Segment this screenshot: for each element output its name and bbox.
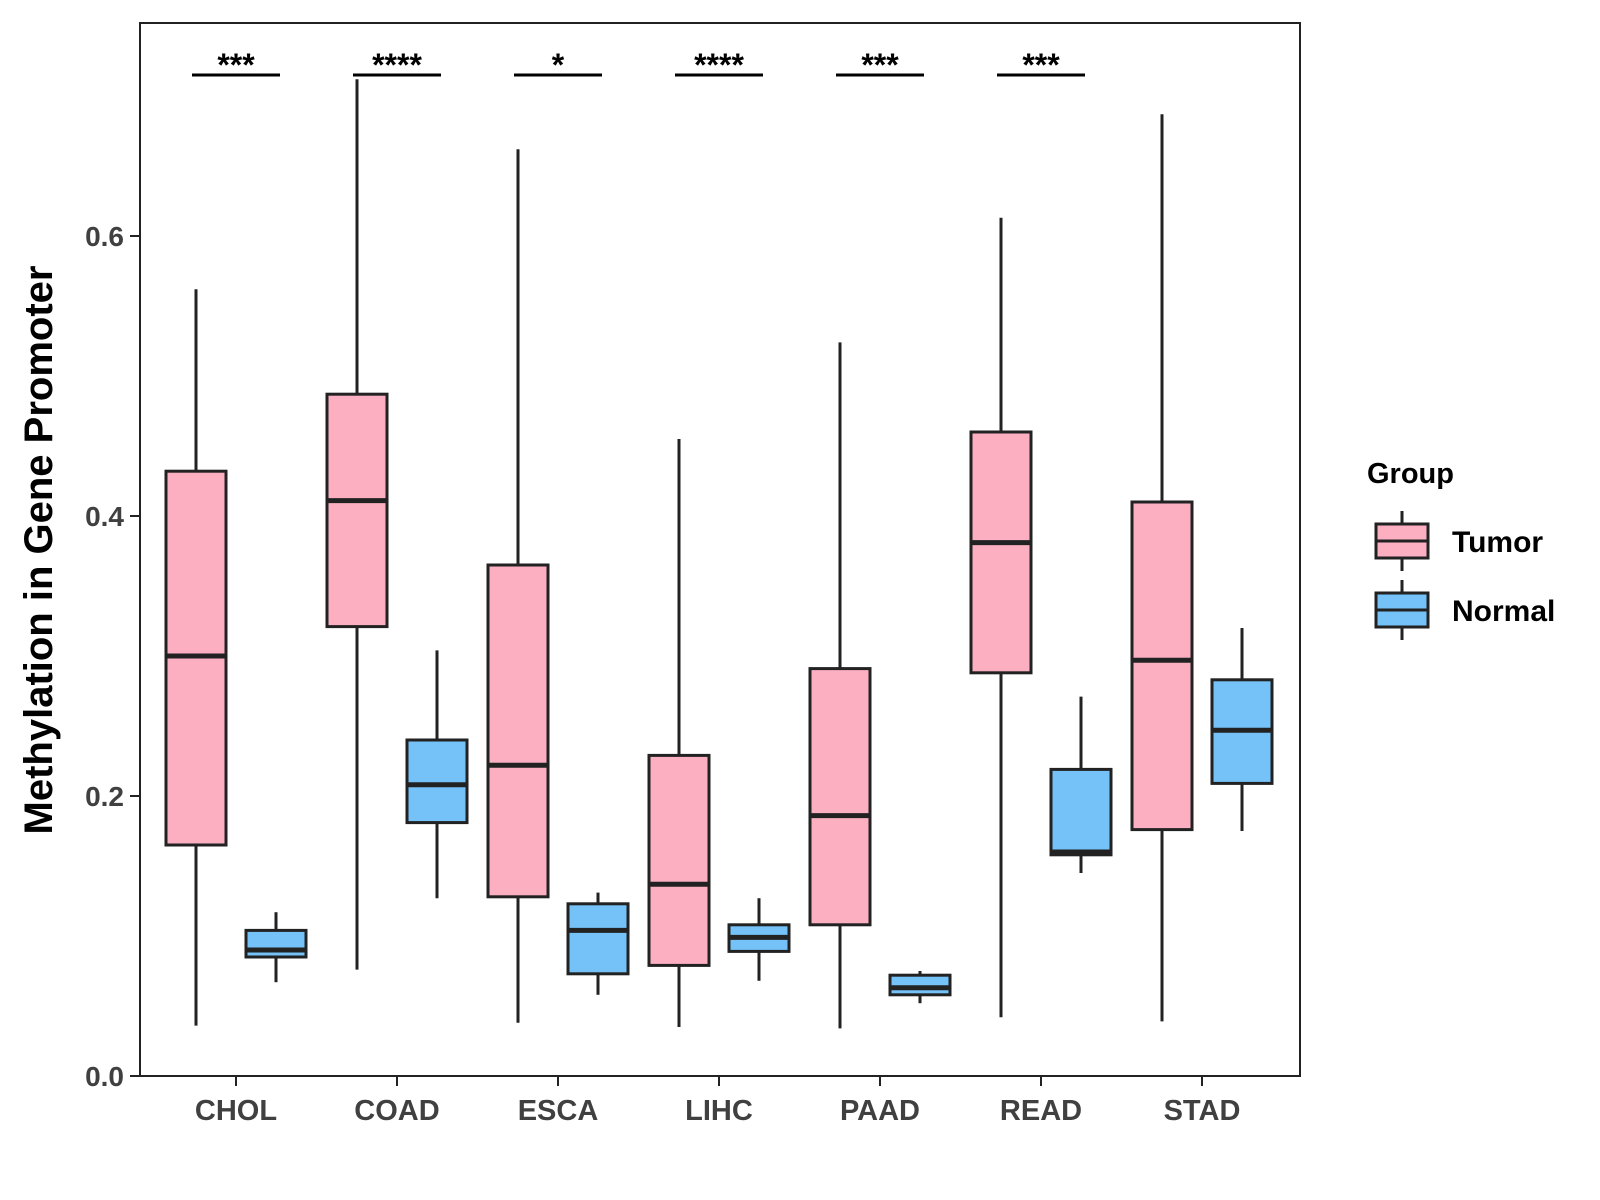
box-tumor-esca [486, 149, 550, 1023]
y-tick-label: 0.4 [85, 501, 124, 532]
box-iqr [405, 738, 469, 825]
legend-key-tumor [1374, 511, 1430, 571]
significance-label: **** [372, 47, 422, 83]
box-iqr [486, 563, 550, 899]
box-tumor-coad [325, 79, 389, 970]
box-tumor-lihc [647, 439, 711, 1027]
box-series [164, 79, 1274, 1029]
legend-key-normal [1374, 580, 1430, 640]
significance-label: **** [694, 47, 744, 83]
y-tick-label: 0.2 [85, 781, 124, 812]
box-iqr [888, 973, 952, 997]
x-axis: CHOL COAD ESCA LIHC PAAD READ STAD [140, 1075, 1300, 1127]
significance-label: *** [861, 47, 899, 83]
box-iqr [325, 392, 389, 629]
significance-label: * [552, 47, 565, 83]
significance-label: *** [217, 47, 255, 83]
legend: Group Tumor Normal [1367, 458, 1555, 640]
legend-title: Group [1367, 458, 1454, 490]
legend-label-normal: Normal [1452, 595, 1555, 628]
y-axis-title: Methylation in Gene Promoter [17, 266, 61, 835]
legend-label-tumor: Tumor [1452, 526, 1543, 559]
x-tick-label: LIHC [685, 1095, 753, 1127]
panel-border [139, 22, 1301, 1077]
box-iqr [969, 430, 1033, 675]
significance-annotations: *** **** * **** *** *** [192, 47, 1085, 83]
box-normal-read [1049, 696, 1113, 873]
box-iqr [1049, 767, 1113, 857]
box-tumor-chol [164, 289, 228, 1026]
significance-label: *** [1022, 47, 1060, 83]
x-tick-label: STAD [1164, 1095, 1241, 1127]
box-normal-lihc [727, 898, 791, 981]
x-tick-label: CHOL [195, 1095, 277, 1127]
box-iqr [566, 902, 630, 976]
box-normal-stad [1210, 628, 1274, 831]
box-normal-coad [405, 650, 469, 899]
box-tumor-stad [1130, 114, 1194, 1022]
x-tick-label: READ [1000, 1095, 1082, 1127]
box-tumor-paad [808, 342, 872, 1029]
box-normal-chol [244, 912, 308, 983]
box-iqr [244, 928, 308, 959]
box-normal-paad [888, 971, 952, 1004]
y-tick-label: 0.0 [85, 1061, 124, 1092]
y-tick-label: 0.6 [85, 221, 124, 252]
box-iqr [808, 667, 872, 927]
box-iqr [647, 753, 711, 967]
box-normal-esca [566, 892, 630, 995]
x-tick-label: PAAD [840, 1095, 920, 1127]
box-tumor-read [969, 217, 1033, 1018]
x-tick-label: COAD [354, 1095, 439, 1127]
x-tick-label: ESCA [518, 1095, 599, 1127]
box-iqr [1130, 500, 1194, 832]
y-axis: 0.0 0.2 0.4 0.6 [85, 23, 141, 1092]
